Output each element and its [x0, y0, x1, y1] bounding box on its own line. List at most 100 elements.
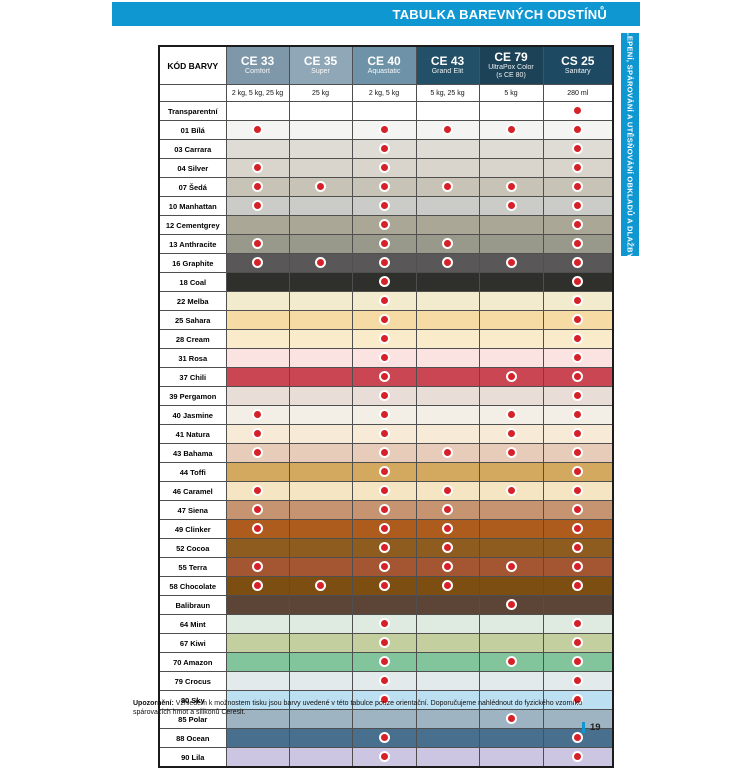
availability-cell [351, 633, 417, 653]
availability-dot-icon [378, 428, 390, 440]
availability-dot-icon [252, 523, 263, 535]
availability-cell [288, 253, 353, 273]
availability-dot-icon [572, 561, 584, 573]
availability-dot-icon [378, 352, 390, 364]
availability-cell [351, 481, 417, 501]
availability-cell [225, 101, 290, 121]
availability-cell [415, 671, 480, 691]
availability-cell [225, 196, 290, 216]
availability-cell [542, 728, 614, 748]
availability-dot-icon [505, 713, 517, 725]
availability-dot-icon [572, 504, 584, 516]
product-name: Sanitary [564, 68, 591, 75]
color-shade-table: KÓD BARVY CE 33 Comfort CE 35 Super CE 40 Aqu… [158, 45, 614, 768]
availability-cell [478, 329, 544, 349]
availability-dot-icon [572, 751, 584, 763]
availability-cell [351, 272, 417, 292]
availability-dot-icon [505, 485, 517, 497]
availability-dot-icon [505, 371, 517, 383]
availability-cell [415, 120, 480, 140]
chapter-side-tab: LEPENÍ, SPÁROVÁNÍ A UTĚSŇOVÁNÍ OBKLADŮ A… [621, 31, 639, 258]
availability-cell [351, 462, 417, 482]
availability-cell [288, 139, 353, 159]
availability-dot-icon [572, 371, 584, 383]
availability-dot-icon [378, 656, 390, 668]
availability-dot-icon [572, 314, 584, 326]
availability-cell [415, 177, 480, 197]
availability-dot-icon [252, 124, 263, 136]
availability-cell [351, 709, 417, 729]
availability-cell [351, 652, 417, 672]
page-number-bar-icon [582, 722, 585, 733]
availability-cell [542, 139, 614, 159]
availability-cell [542, 652, 614, 672]
availability-cell [478, 348, 544, 368]
availability-dot-icon [572, 542, 584, 554]
availability-cell [288, 557, 353, 577]
availability-cell [351, 120, 417, 140]
availability-dot-icon [378, 390, 390, 402]
availability-cell [351, 234, 417, 254]
availability-cell [415, 709, 480, 729]
availability-cell [542, 519, 614, 539]
availability-cell [542, 329, 614, 349]
table-row: 44 Toffi [158, 462, 614, 482]
availability-cell [288, 443, 353, 463]
availability-cell [225, 462, 290, 482]
availability-dot-icon [378, 694, 390, 706]
availability-dot-icon [572, 295, 584, 307]
availability-dot-icon [572, 219, 584, 231]
availability-dot-icon [505, 257, 517, 269]
availability-cell [478, 576, 544, 596]
availability-cell [478, 310, 544, 330]
availability-dot-icon [572, 732, 584, 744]
page-number-value: 19 [590, 722, 601, 733]
availability-cell [478, 500, 544, 520]
availability-cell [415, 310, 480, 330]
availability-cell [542, 747, 614, 768]
color-label: 39 Pergamon [158, 386, 227, 406]
availability-cell [288, 101, 353, 121]
table-row: 46 Caramel [158, 481, 614, 501]
availability-cell [225, 158, 290, 178]
availability-cell [288, 690, 353, 710]
availability-cell [225, 747, 290, 768]
availability-cell [225, 310, 290, 330]
availability-cell [225, 690, 290, 710]
availability-dot-icon [572, 143, 584, 155]
color-label: 90 Lila [158, 747, 227, 768]
product-name: Comfort [245, 68, 270, 75]
availability-cell [351, 101, 417, 121]
availability-dot-icon [442, 447, 453, 459]
color-label: 12 Cementgrey [158, 215, 227, 235]
availability-cell [288, 310, 353, 330]
availability-cell [288, 481, 353, 501]
availability-cell [415, 405, 480, 425]
availability-cell [478, 272, 544, 292]
table-row: 43 Bahama [158, 443, 614, 463]
availability-cell [478, 101, 544, 121]
table-row: 31 Rosa [158, 348, 614, 368]
product-code: CE 43 [430, 54, 465, 68]
availability-cell [542, 196, 614, 216]
availability-cell [478, 557, 544, 577]
availability-cell [415, 272, 480, 292]
availability-cell [351, 576, 417, 596]
availability-cell [225, 500, 290, 520]
product-name-line2: (s CE 80) [496, 72, 526, 79]
table-row: 16 Graphite [158, 253, 614, 273]
availability-cell [351, 424, 417, 444]
availability-dot-icon [378, 276, 390, 288]
table-row: 01 Bílá [158, 120, 614, 140]
table-row: 40 Jasmine [158, 405, 614, 425]
availability-cell [542, 310, 614, 330]
availability-dot-icon [572, 675, 584, 687]
availability-cell [351, 386, 417, 406]
availability-cell [415, 215, 480, 235]
table-row: 39 Pergamon [158, 386, 614, 406]
availability-cell [542, 538, 614, 558]
availability-dot-icon [378, 371, 390, 383]
color-label: Transparentní [158, 101, 227, 121]
availability-cell [542, 101, 614, 121]
availability-dot-icon [252, 580, 263, 592]
